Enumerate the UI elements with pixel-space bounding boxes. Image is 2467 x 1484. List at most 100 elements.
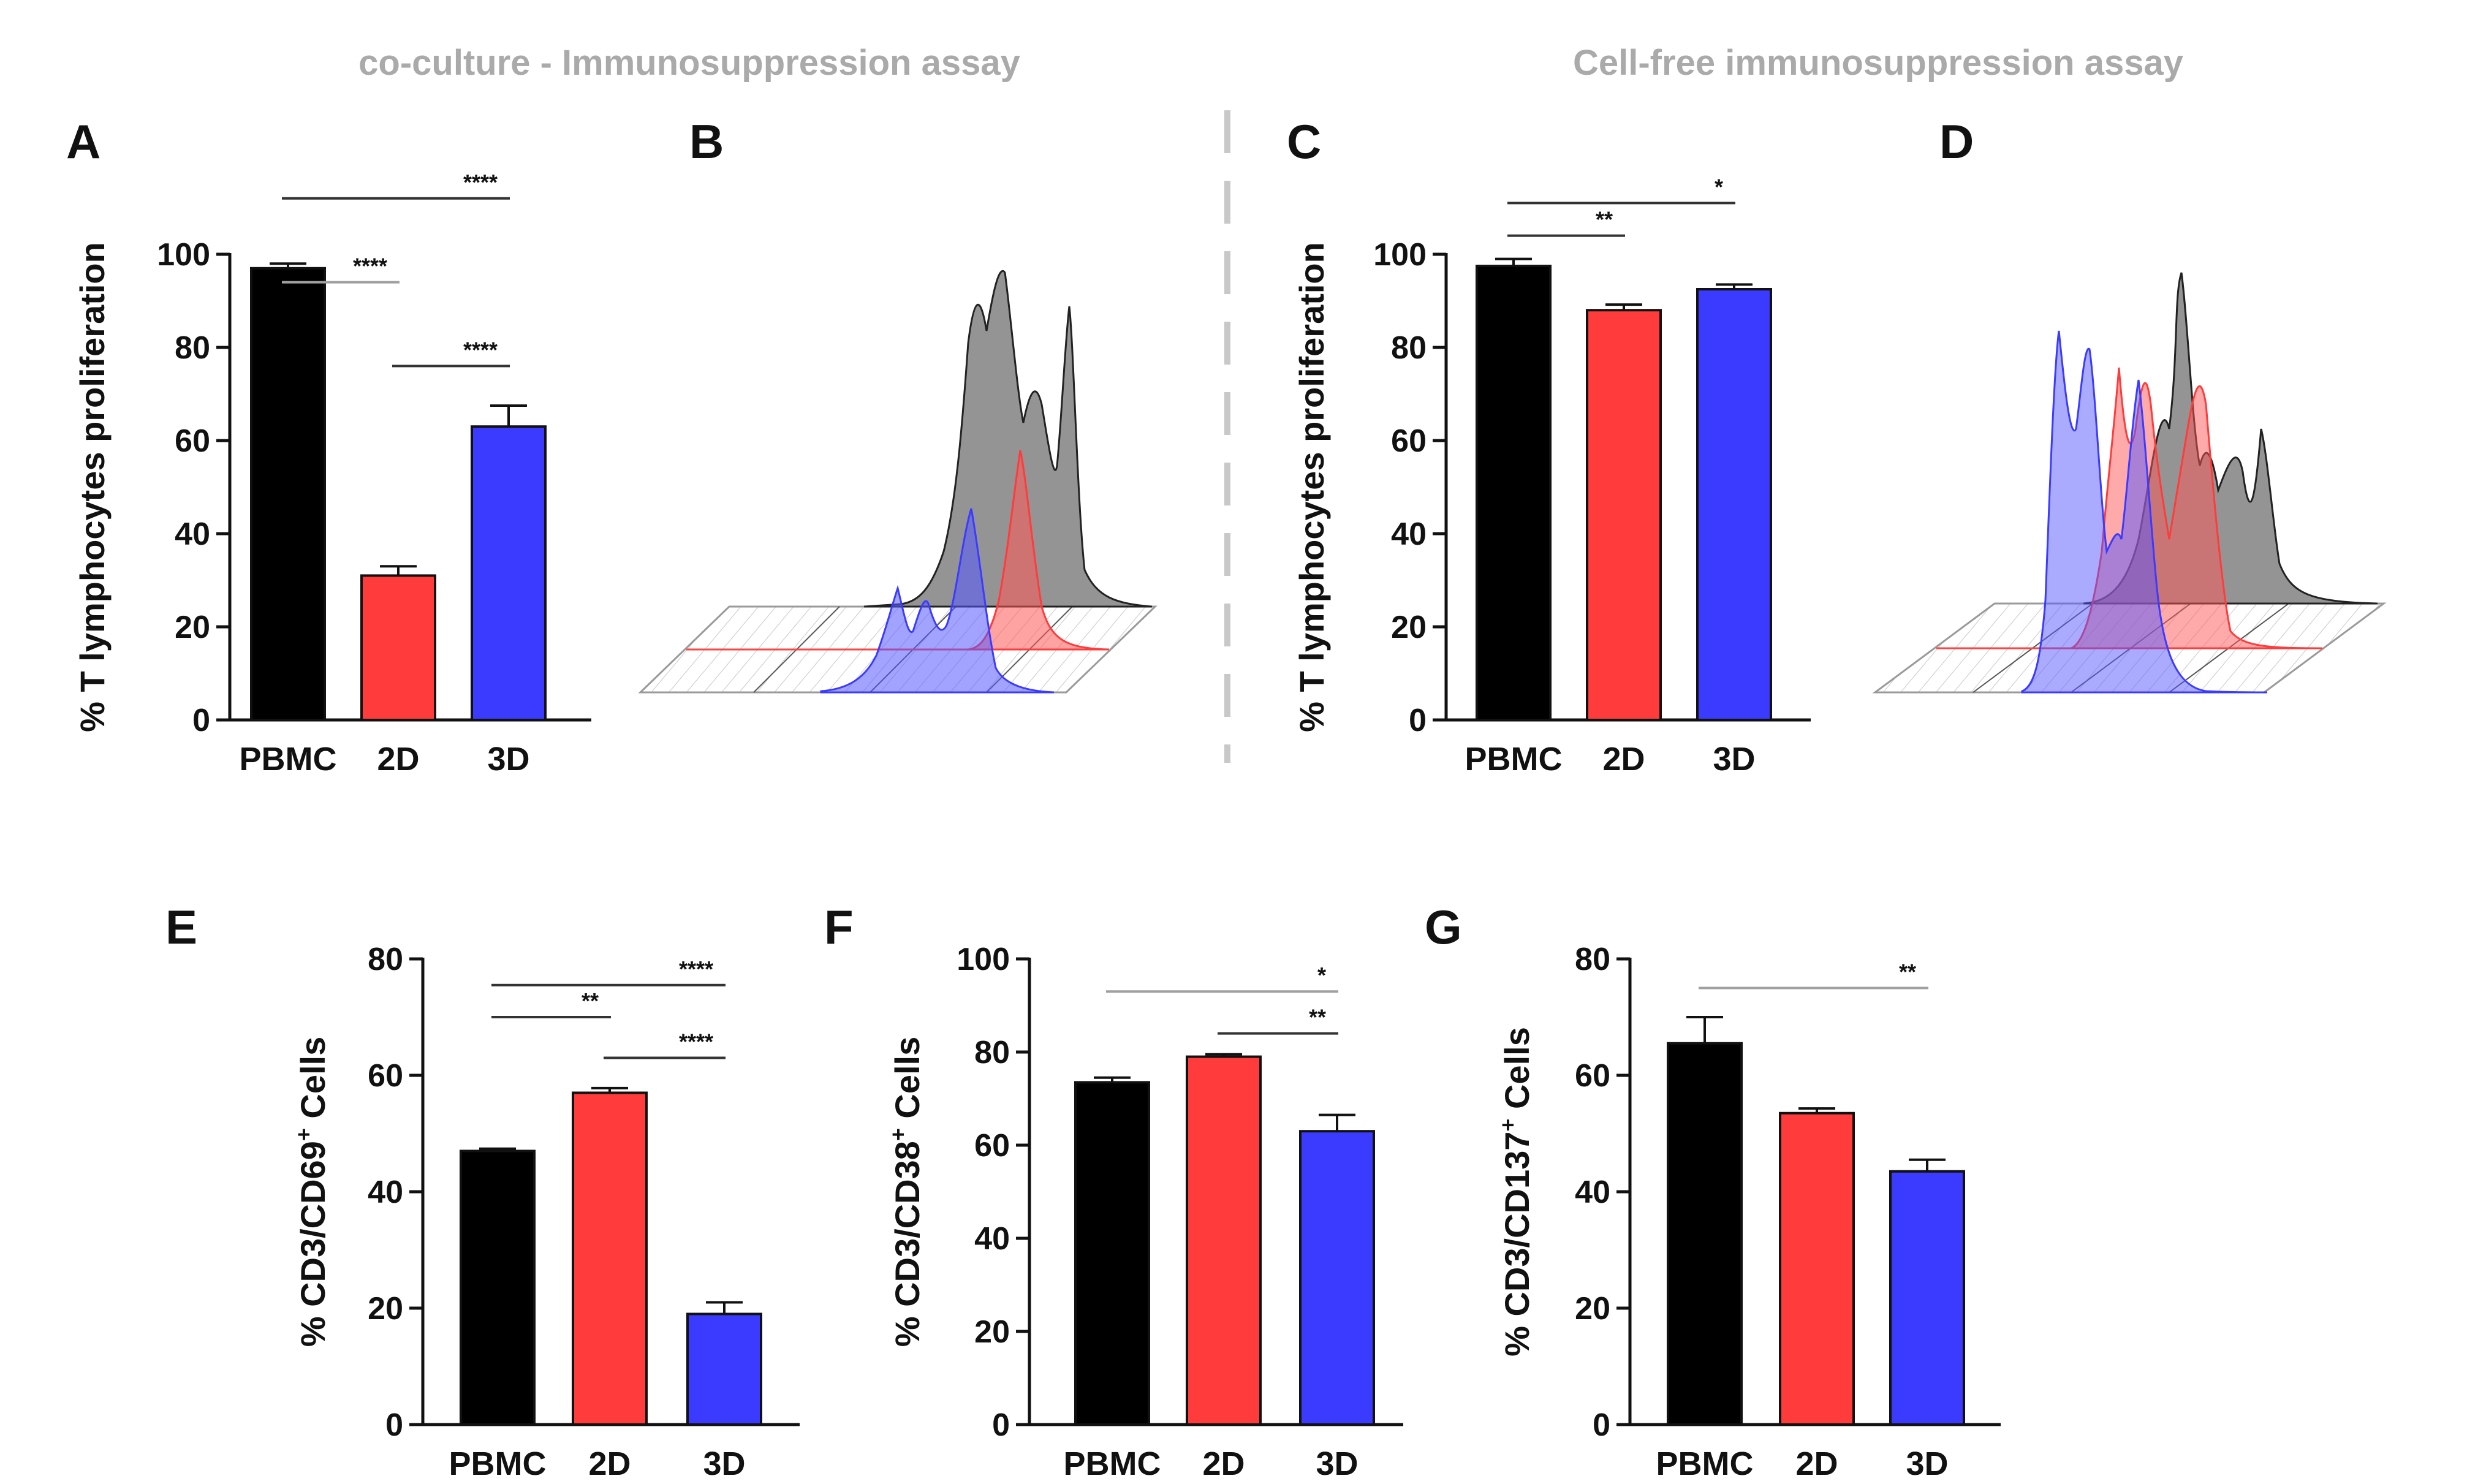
category-label: 2D <box>1602 741 1645 778</box>
bar-c-2d <box>1586 309 1662 721</box>
category-label: 3D <box>487 741 529 778</box>
category-label: 2D <box>377 741 419 778</box>
category-label: 2D <box>1795 1445 1838 1482</box>
y-tick-label: 20 <box>974 1314 1010 1350</box>
bar-g-3d <box>1889 1170 1965 1426</box>
y-axis-label-tail: Cells <box>888 1037 927 1128</box>
category-label: 3D <box>1713 741 1755 778</box>
y-axis-label-tail: Cells <box>1498 1027 1536 1118</box>
y-axis-label: % CD3/CD38+ Cells <box>885 1037 927 1347</box>
y-tick-label: 20 <box>1391 610 1427 645</box>
panel-letter-e: E <box>165 900 197 954</box>
y-tick-label: 40 <box>368 1175 403 1210</box>
bar-f-3d <box>1299 1130 1375 1426</box>
y-axis-label: % CD3/CD137+ Cells <box>1495 1027 1536 1357</box>
category-label: PBMC <box>240 741 337 778</box>
y-axis-label-superscript: + <box>885 1128 911 1141</box>
panel-letter-d: D <box>1939 115 1974 168</box>
y-tick-label: 0 <box>1593 1407 1610 1443</box>
category-label: PBMC <box>449 1445 547 1482</box>
significance-label: **** <box>463 337 498 362</box>
significance-label: ** <box>1596 207 1613 232</box>
y-axis-label-superscript: + <box>1495 1119 1520 1132</box>
y-axis-label: % T lymphocytes proliferation <box>73 242 112 732</box>
y-tick-label: 40 <box>175 517 210 552</box>
panel-letter-f: F <box>824 900 854 954</box>
histogram-b-3d-curve <box>820 508 1055 694</box>
y-tick-label: 60 <box>368 1058 403 1094</box>
y-tick-label: 60 <box>974 1128 1010 1164</box>
y-axis-label-main: % CD3/CD69 <box>294 1141 332 1347</box>
panel-letter-a: A <box>66 115 100 168</box>
histogram-b <box>638 270 1158 694</box>
y-tick-label: 100 <box>1373 237 1427 273</box>
y-tick-label: 0 <box>992 1407 1010 1443</box>
y-axis-label-main: % CD3/CD38 <box>888 1141 927 1347</box>
y-tick-label: 40 <box>974 1221 1010 1257</box>
y-tick-label: 80 <box>1391 330 1427 366</box>
y-tick-label: 60 <box>1391 423 1427 459</box>
category-label: 3D <box>703 1445 745 1482</box>
y-tick-label: 20 <box>175 610 210 645</box>
y-tick-label: 20 <box>368 1291 403 1327</box>
chart-a: 0 20 40 60 80 100 PBMC 2D 3D **** **** **** % T lymp… <box>73 170 591 778</box>
histogram-b-pbmc-curve <box>863 270 1153 608</box>
category-label: PBMC <box>1656 1445 1754 1482</box>
significance-label: * <box>1317 963 1326 988</box>
significance-label: **** <box>679 956 713 982</box>
significance-label: **** <box>463 170 498 195</box>
y-axis-label: % T lymphocytes proliferation <box>1292 242 1331 732</box>
category-label: 2D <box>1202 1445 1245 1482</box>
y-tick-label: 60 <box>1575 1058 1610 1094</box>
category-label: 3D <box>1906 1445 1948 1482</box>
category-label: 3D <box>1316 1445 1358 1482</box>
y-tick-label: 80 <box>368 942 403 977</box>
bar-a-pbmc <box>250 267 326 721</box>
section-title-right: Cell-free immunosuppression assay <box>1573 43 2183 83</box>
y-tick-label: 100 <box>957 942 1010 977</box>
y-tick-label: 80 <box>175 330 210 366</box>
significance-label: ** <box>1309 1005 1326 1030</box>
y-tick-label: 0 <box>1409 703 1427 738</box>
y-tick-label: 20 <box>1575 1291 1610 1327</box>
category-label: 2D <box>588 1445 631 1482</box>
y-axis-label-tail: Cells <box>294 1037 332 1128</box>
y-axis-label-superscript: + <box>291 1128 316 1141</box>
y-tick-label: 80 <box>974 1035 1010 1070</box>
panel-letter-g: G <box>1425 900 1462 954</box>
y-axis-label-main: % CD3/CD137 <box>1498 1132 1536 1357</box>
chart-g: 0 20 40 60 80 PBMC 2D 3D ** % CD3/CD137+ Cells <box>1495 942 2001 1482</box>
bar-f-pbmc <box>1074 1081 1150 1426</box>
bar-e-2d <box>572 1091 648 1426</box>
y-tick-label: 60 <box>175 423 210 459</box>
panel-letter-b: B <box>689 115 724 168</box>
y-tick-label: 0 <box>192 703 210 738</box>
histogram-d <box>1872 272 2387 694</box>
histogram-b-2d-curve <box>968 450 1110 651</box>
bar-e-pbmc <box>460 1149 536 1426</box>
category-label: PBMC <box>1064 1445 1161 1482</box>
category-label: PBMC <box>1465 741 1563 778</box>
y-tick-label: 40 <box>1575 1175 1610 1210</box>
section-title-left: co-culture - Immunosuppression assay <box>358 43 1020 83</box>
y-axis-label: % CD3/CD69+ Cells <box>291 1037 332 1347</box>
panel-letter-c: C <box>1287 115 1321 168</box>
y-tick-label: 40 <box>1391 517 1427 552</box>
bar-f-2d <box>1186 1055 1262 1426</box>
bar-e-3d <box>686 1312 762 1426</box>
y-tick-label: 0 <box>385 1407 403 1443</box>
bar-c-3d <box>1696 288 1772 721</box>
significance-label: **** <box>353 254 387 279</box>
bar-c-pbmc <box>1476 265 1552 721</box>
significance-label: ** <box>1899 960 1916 985</box>
bar-g-pbmc <box>1667 1042 1743 1426</box>
significance-label: **** <box>679 1029 713 1054</box>
significance-label: * <box>1715 174 1723 199</box>
y-tick-label: 80 <box>1575 942 1610 977</box>
bar-a-3d <box>471 425 547 721</box>
y-tick-label: 100 <box>157 237 210 273</box>
